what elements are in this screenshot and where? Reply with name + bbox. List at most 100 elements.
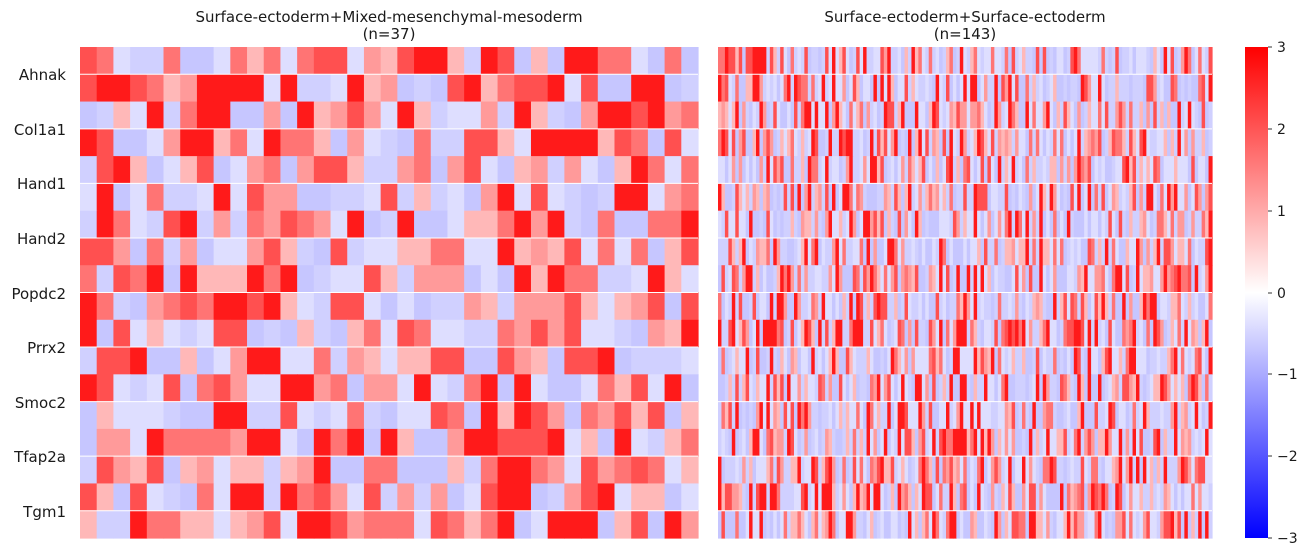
heatmap-cell — [1177, 428, 1182, 457]
heatmap-cell — [1177, 347, 1182, 375]
heatmap-cell — [1070, 374, 1075, 403]
heatmap-cell — [447, 510, 465, 539]
heatmap-cell — [1115, 101, 1120, 130]
heatmap-cell — [1208, 237, 1213, 266]
heatmap-cell — [1046, 319, 1051, 348]
heatmap-cell — [313, 265, 332, 294]
heatmap-cell — [631, 319, 649, 348]
heatmap-cell — [859, 401, 864, 430]
heatmap-cell — [1149, 374, 1154, 403]
heatmap-cell — [745, 183, 750, 212]
heatmap-cell — [1039, 374, 1044, 403]
heatmap-cell — [811, 47, 816, 75]
heatmap-cell — [738, 183, 743, 212]
heatmap-cell — [363, 128, 382, 157]
heatmap-cell — [897, 456, 902, 485]
heatmap-cell — [1080, 101, 1085, 130]
heatmap-cell — [1091, 483, 1096, 512]
heatmap-cell — [866, 374, 871, 403]
heatmap-cell — [1125, 319, 1130, 348]
heatmap-cell — [1042, 183, 1047, 212]
heatmap-cell — [852, 374, 857, 403]
heatmap-cell — [1142, 237, 1147, 266]
heatmap-cell — [939, 210, 944, 239]
heatmap-cell — [1153, 74, 1158, 103]
heatmap-cell — [890, 401, 895, 430]
heatmap-cell — [1108, 510, 1113, 539]
heatmap-cell — [925, 401, 930, 430]
heatmap-cell — [842, 374, 847, 403]
heatmap-cell — [946, 401, 951, 430]
heatmap-cell — [1056, 428, 1061, 457]
heatmap-cell — [447, 292, 465, 321]
heatmap-cell — [828, 456, 833, 485]
heatmap-cell — [804, 183, 809, 212]
heatmap-cell — [163, 428, 181, 457]
heatmap-cell — [1142, 374, 1147, 403]
heatmap-cell — [828, 47, 833, 75]
heatmap-cell — [514, 183, 532, 212]
heatmap-cell — [956, 374, 961, 403]
heatmap-cell — [876, 456, 881, 485]
heatmap-cell — [1118, 128, 1123, 157]
heatmap-cell — [1042, 374, 1047, 403]
heatmap-cell — [990, 292, 995, 321]
heatmap-cell — [347, 428, 365, 457]
heatmap-cell — [1115, 483, 1120, 512]
heatmap-cell — [297, 401, 315, 430]
heatmap-cell — [614, 47, 632, 75]
heatmap-cell — [1198, 156, 1203, 184]
heatmap-cell — [1205, 156, 1210, 184]
heatmap-cell — [1042, 210, 1047, 239]
heatmap-cell — [825, 183, 830, 212]
heatmap-cell — [1139, 128, 1144, 157]
heatmap-cell — [835, 128, 840, 157]
heatmap-cell — [776, 456, 781, 485]
heatmap-cell — [1156, 210, 1161, 239]
heatmap-cell — [963, 428, 968, 457]
heatmap-cell — [380, 347, 398, 375]
heatmap-cell — [1108, 347, 1113, 375]
heatmap-cell — [1046, 156, 1051, 184]
heatmap-cell — [447, 101, 465, 130]
heatmap-cell — [647, 428, 666, 457]
heatmap-cell — [821, 347, 826, 375]
heatmap-cell — [1129, 483, 1134, 512]
heatmap-cell — [759, 237, 764, 266]
heatmap-cell — [1015, 510, 1020, 539]
heatmap-cell — [397, 319, 415, 348]
heatmap-cell — [1139, 428, 1144, 457]
heatmap-cell — [1001, 456, 1006, 485]
heatmap-cell — [973, 510, 978, 539]
heatmap-cell — [946, 47, 951, 75]
heatmap-cell — [1187, 374, 1192, 403]
heatmap-cell — [870, 374, 875, 403]
heatmap-cell — [1084, 401, 1089, 430]
heatmap-cell — [766, 210, 771, 239]
heatmap-cell — [762, 210, 767, 239]
heatmap-cell — [1077, 183, 1082, 212]
heatmap-cell — [681, 428, 699, 457]
heatmap-cell — [163, 292, 181, 321]
heatmap-cell — [1042, 456, 1047, 485]
heatmap-cell — [880, 101, 885, 130]
heatmap-cell — [113, 74, 131, 103]
heatmap-cell — [956, 428, 961, 457]
heatmap-cell — [856, 74, 861, 103]
heatmap-cell — [631, 292, 649, 321]
heatmap-cell — [735, 128, 740, 157]
heatmap-cell — [1077, 319, 1082, 348]
heatmap-cell — [800, 428, 805, 457]
heatmap-cell — [1136, 292, 1141, 321]
heatmap-cell — [1056, 456, 1061, 485]
heatmap-cell — [1205, 237, 1210, 266]
heatmap-cell — [1022, 510, 1027, 539]
heatmap-cell — [1118, 265, 1123, 294]
heatmap-cell — [631, 510, 649, 539]
heatmap-cell — [1056, 101, 1061, 130]
heatmap-cell — [1187, 265, 1192, 294]
heatmap-cell — [904, 401, 909, 430]
heatmap-cell — [414, 347, 432, 375]
heatmap-cell — [297, 265, 315, 294]
heatmap-cell — [721, 237, 726, 266]
